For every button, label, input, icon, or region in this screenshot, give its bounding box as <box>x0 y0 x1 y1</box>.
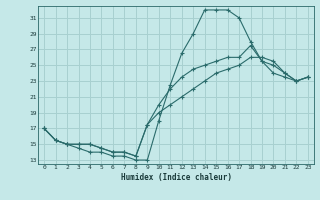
X-axis label: Humidex (Indice chaleur): Humidex (Indice chaleur) <box>121 173 231 182</box>
